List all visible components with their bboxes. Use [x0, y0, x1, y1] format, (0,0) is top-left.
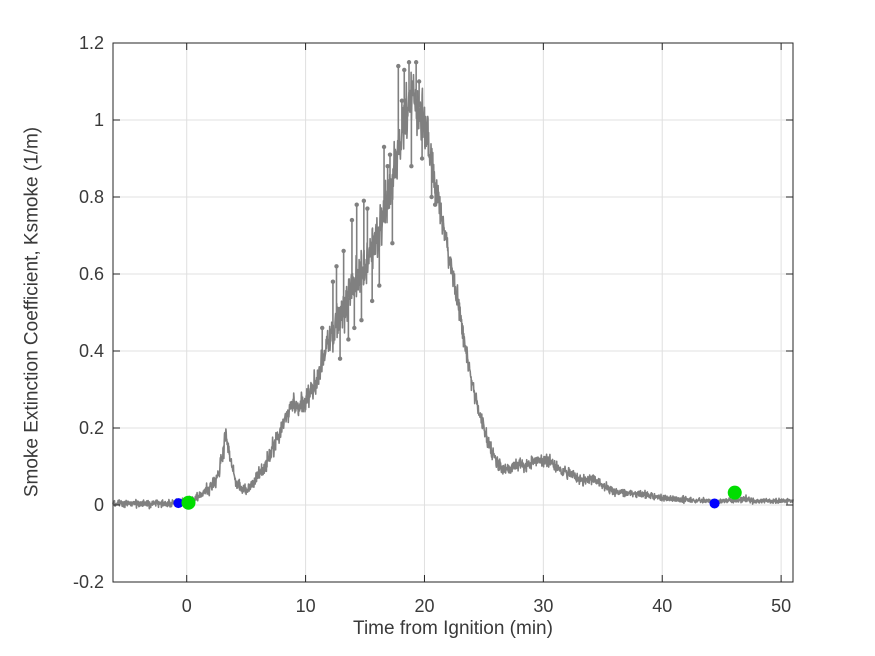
y-tick-label: 0.4: [79, 341, 104, 361]
baseline-green-marker-end: [727, 485, 742, 500]
x-tick-label: 40: [652, 596, 672, 616]
x-tick-label: 30: [533, 596, 553, 616]
y-axis-label: Smoke Extinction Coefficient, Ksmoke (1/…: [21, 126, 43, 498]
spike-stems: [320, 60, 438, 363]
x-tick-label: 0: [182, 596, 192, 616]
y-tick-label: 0.6: [79, 264, 104, 284]
y-tick-label: 0: [94, 495, 104, 515]
x-axis-label: Time from Ignition (min): [353, 618, 553, 639]
y-tick-label: 1: [94, 110, 104, 130]
y-tick-label: 0.2: [79, 418, 104, 438]
baseline-green-marker-start: [181, 495, 196, 510]
x-tick-label: 10: [296, 596, 316, 616]
x-tick-label: 20: [414, 596, 434, 616]
series-line: [112, 71, 794, 510]
x-tick-label: 50: [771, 596, 791, 616]
y-tick-label: -0.2: [73, 572, 104, 592]
y-tick-label: 1.2: [79, 33, 104, 53]
baseline-blue-marker-end: [709, 498, 720, 509]
axes-box: [112, 42, 794, 583]
y-tick-label: 0.8: [79, 187, 104, 207]
y-tick-labels: -0.2 0 0.2 0.4 0.6 0.8 1 1.2: [73, 33, 104, 592]
baseline-blue-marker-start: [173, 498, 184, 509]
event-markers: [173, 485, 742, 510]
x-tick-labels: 0 10 20 30 40 50: [182, 596, 791, 616]
